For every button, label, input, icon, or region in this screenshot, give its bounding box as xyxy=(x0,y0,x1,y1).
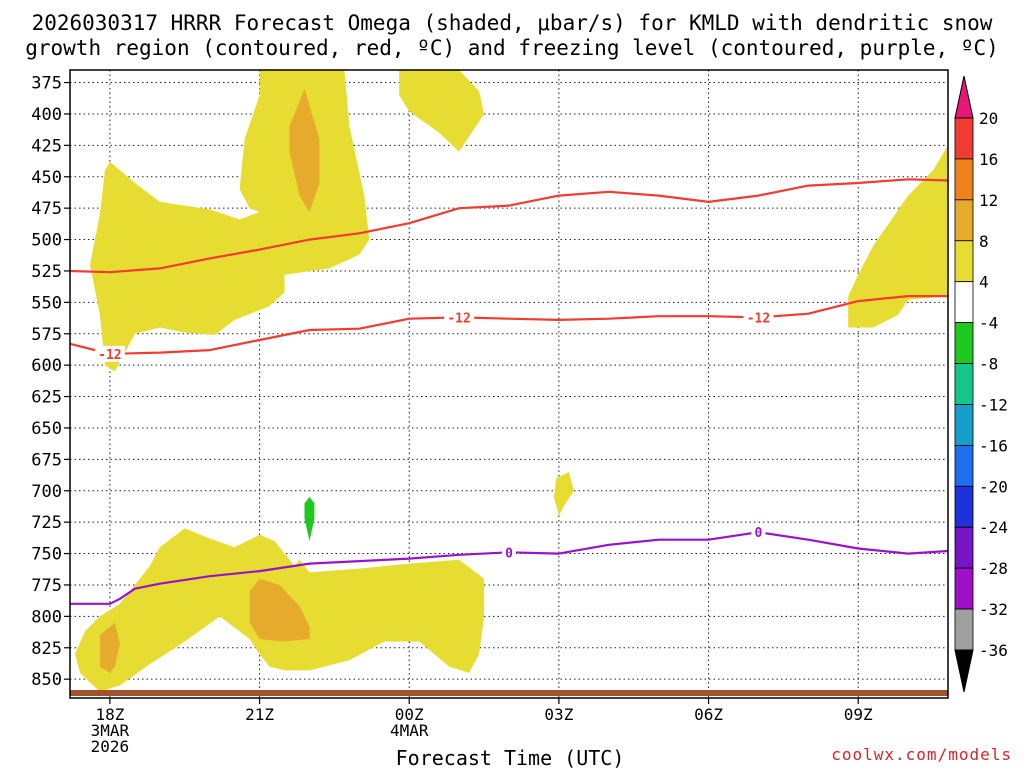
y-tick-label-775: 775 xyxy=(31,576,62,596)
dgz-top-minus-12-line xyxy=(69,178,949,274)
chart-title-line-1: 2026030317 HRRR Forecast Omega (shaded, … xyxy=(32,11,993,35)
y-tick-label-600: 600 xyxy=(31,356,62,376)
omega-8-12-upper-core xyxy=(289,88,320,212)
colorbar-bottom-arrow xyxy=(954,649,974,693)
omega-8-12-lower-left xyxy=(99,622,120,673)
colorbar-segment-2 xyxy=(954,158,974,201)
omega-4-8-small-mid xyxy=(553,471,574,516)
colorbar-segment-7 xyxy=(954,363,974,405)
colorbar-label-11: -28 xyxy=(979,559,1008,578)
x-tick-label-h6-1: 4MAR xyxy=(390,721,429,740)
terrain-strip xyxy=(70,690,948,696)
colorbar-label-3: 8 xyxy=(979,232,989,251)
y-tick-label-400: 400 xyxy=(31,105,62,125)
y-tick-label-825: 825 xyxy=(31,639,62,659)
y-tick-label-525: 525 xyxy=(31,262,62,282)
colorbar-label-0: 20 xyxy=(979,109,998,128)
dgz-bottom-minus-12-label-0: -12 xyxy=(98,348,121,363)
y-tick-label-375: 375 xyxy=(31,74,62,94)
freezing-level-zero-label-bg-0 xyxy=(502,544,516,561)
colorbar-segment-12 xyxy=(954,567,974,610)
omega-4-8-upper-left xyxy=(90,70,370,372)
temperature-contours: -12 -12 -12 0 0 xyxy=(69,178,949,605)
colorbar-segment-10 xyxy=(954,485,974,528)
y-tick-label-550: 550 xyxy=(31,293,62,313)
colorbar-label-9: -20 xyxy=(979,477,1008,496)
colorbar-segment-13 xyxy=(954,608,974,651)
colorbar-label-13: -36 xyxy=(979,641,1008,660)
y-tick-label-700: 700 xyxy=(31,482,62,502)
omega-4-8-top-center xyxy=(399,70,485,152)
pressure-axis: 375 400 425 450 475 500 525 550 575 600 625 650 675 7… xyxy=(31,74,70,690)
x-tick-label-h15-0: 09Z xyxy=(844,705,873,724)
chart-title-line-2: growth region (contoured, red, ºC) and f… xyxy=(25,36,999,60)
colorbar-label-8: -16 xyxy=(979,436,1008,455)
x-tick-label-h9-0: 03Z xyxy=(544,705,573,724)
dgz-bottom-minus-12-label-1: -12 xyxy=(447,311,470,326)
credit-text: coolwx.com/models xyxy=(831,745,1012,764)
y-tick-label-500: 500 xyxy=(31,231,62,251)
freezing-level-zero-line xyxy=(70,531,949,605)
colorbar-segment-6 xyxy=(954,322,974,364)
x-tick-label-h0-2: 2026 xyxy=(91,737,130,756)
y-tick-label-575: 575 xyxy=(31,325,62,345)
y-tick-label-475: 475 xyxy=(31,199,62,219)
colorbar-label-5: -4 xyxy=(979,314,998,333)
omega-8-12-lower-center xyxy=(249,578,310,642)
colorbar-label-7: -12 xyxy=(979,395,1008,414)
dgz-bottom-minus-12-line xyxy=(69,295,948,355)
y-tick-label-800: 800 xyxy=(31,607,62,627)
colorbar-segment-1 xyxy=(954,117,974,160)
y-tick-label-850: 850 xyxy=(31,670,62,690)
colorbar-top-arrow xyxy=(954,75,974,119)
omega-shading xyxy=(70,70,948,696)
colorbar-segment-11 xyxy=(954,526,974,569)
dgz-bottom-minus-12-label-bg-2 xyxy=(743,309,774,326)
x-tick-label-h12-0: 06Z xyxy=(694,705,723,724)
colorbar-segment-8 xyxy=(954,404,974,446)
dgz-bottom-minus-12-label-bg-0 xyxy=(94,345,125,362)
y-tick-label-625: 625 xyxy=(31,388,62,408)
x-tick-label-h3-0: 21Z xyxy=(245,705,274,724)
x-axis-label: Forecast Time (UTC) xyxy=(396,746,625,768)
colorbar-label-12: -32 xyxy=(979,600,1008,619)
y-tick-label-450: 450 xyxy=(31,168,62,188)
colorbar-segment-5 xyxy=(954,281,974,324)
x-tick-label-h6-0: 00Z xyxy=(395,705,424,724)
omega-minus4-minus8-green xyxy=(304,497,315,541)
colorbar-label-2: 12 xyxy=(979,191,998,210)
omega-4-8-right xyxy=(848,145,948,328)
x-tick-label-h0-1: 3MAR xyxy=(91,721,130,740)
dgz-bottom-minus-12-label-2: -12 xyxy=(747,311,770,326)
colorbar-label-4: 4 xyxy=(979,273,989,292)
plot-frame xyxy=(69,69,949,699)
y-tick-label-650: 650 xyxy=(31,419,62,439)
x-tick-label-h0-0: 18Z xyxy=(95,705,124,724)
colorbar-label-6: -8 xyxy=(979,355,998,374)
colorbar-label-10: -24 xyxy=(979,518,1008,537)
freezing-level-zero-label-1: 0 xyxy=(755,526,763,541)
colorbar-segment-3 xyxy=(954,199,974,242)
y-tick-label-675: 675 xyxy=(31,450,62,470)
colorbar-label-1: 16 xyxy=(979,150,998,169)
freezing-level-zero-label-0: 0 xyxy=(505,546,513,561)
y-tick-label-750: 750 xyxy=(31,545,62,565)
freezing-level-zero-label-bg-1 xyxy=(751,524,766,541)
y-tick-label-425: 425 xyxy=(31,136,62,156)
colorbar-segment-9 xyxy=(954,444,974,487)
dgz-bottom-minus-12-label-bg-1 xyxy=(444,309,475,326)
colorbar: 20 16 12 8 4 -4 -8 -12 -16 -20 -24 -28 -32 -36 xyxy=(954,75,1008,693)
y-tick-label-725: 725 xyxy=(31,513,62,533)
colorbar-segment-4 xyxy=(954,240,974,283)
